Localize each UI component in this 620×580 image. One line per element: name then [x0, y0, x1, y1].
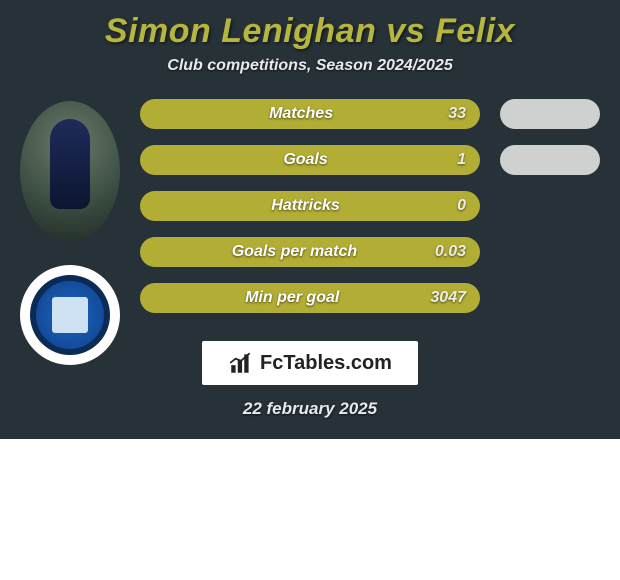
club-badge-inner	[30, 275, 110, 355]
stat-row: Hattricks 0	[140, 191, 480, 221]
chart-title: Simon Lenighan vs Felix	[0, 12, 620, 51]
stat-label: Goals per match	[232, 243, 357, 260]
player2-bar	[500, 99, 600, 129]
stat-row: Goals 1	[140, 145, 480, 175]
player1-column	[10, 101, 130, 365]
player1-value: 1	[457, 151, 466, 169]
brand-text: FcTables.com	[260, 352, 392, 375]
stat-label: Min per goal	[245, 289, 339, 306]
player1-bar: Goals 1	[140, 145, 480, 175]
player1-value: 3047	[430, 289, 466, 307]
stat-label: Goals	[283, 151, 327, 168]
player1-photo	[20, 101, 120, 241]
stat-label: Matches	[269, 105, 333, 122]
chart-subtitle: Club competitions, Season 2024/2025	[0, 57, 620, 75]
player1-value: 33	[448, 105, 466, 123]
player1-value: 0	[457, 197, 466, 215]
footer-date: 22 february 2025	[0, 399, 620, 419]
stat-rows: Matches 33 Goals 1 Hattricks 0 Goals per match…	[140, 99, 480, 313]
rows-area: Matches 33 Goals 1 Hattricks 0 Goals per match…	[0, 99, 620, 313]
player1-bar: Hattricks 0	[140, 191, 480, 221]
player1-club-badge	[20, 265, 120, 365]
stat-row: Matches 33	[140, 99, 480, 129]
bar-chart-icon	[228, 350, 254, 376]
brand-logo: FcTables.com	[202, 341, 418, 385]
stat-row: Min per goal 3047	[140, 283, 480, 313]
player1-bar: Goals per match 0.03	[140, 237, 480, 267]
player1-bar: Matches 33	[140, 99, 480, 129]
stat-label: Hattricks	[271, 197, 339, 214]
player1-bar: Min per goal 3047	[140, 283, 480, 313]
stat-row: Goals per match 0.03	[140, 237, 480, 267]
comparison-chart: Simon Lenighan vs Felix Club competition…	[0, 0, 620, 439]
player1-value: 0.03	[435, 243, 466, 261]
player2-bar	[500, 145, 600, 175]
